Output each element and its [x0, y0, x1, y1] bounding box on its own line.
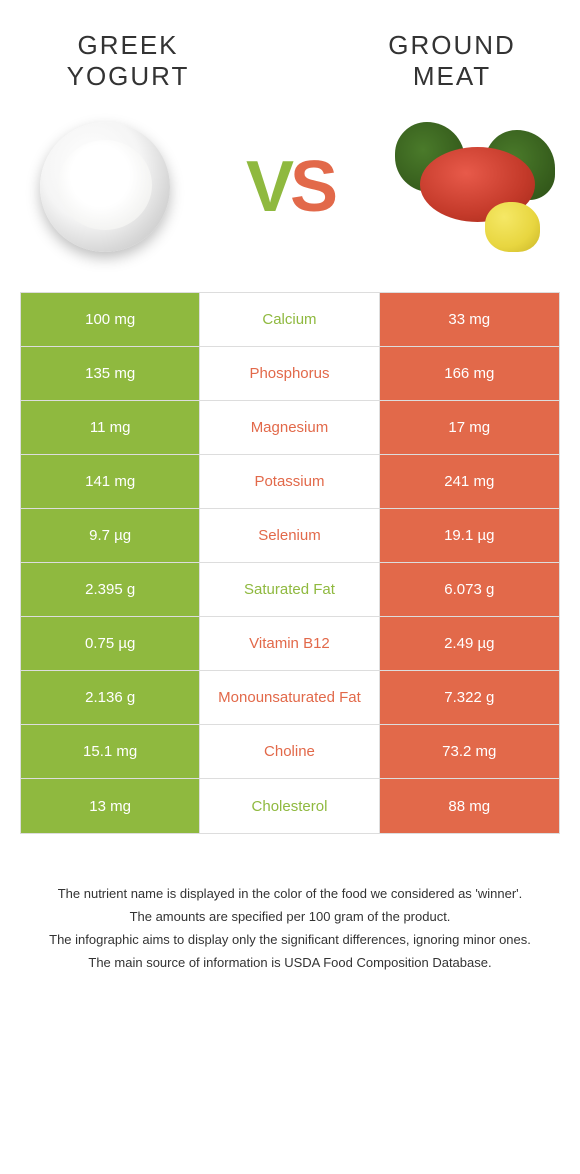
nutrient-name-cell: Saturated Fat — [200, 563, 379, 616]
right-food-title: GROUND MEAT — [344, 30, 560, 92]
right-value-cell: 241 mg — [380, 455, 559, 508]
left-value-cell: 9.7 µg — [21, 509, 200, 562]
left-value-cell: 141 mg — [21, 455, 200, 508]
nutrient-name-cell: Choline — [200, 725, 379, 778]
footnotes: The nutrient name is displayed in the co… — [20, 884, 560, 973]
right-value-cell: 17 mg — [380, 401, 559, 454]
table-row: 2.395 gSaturated Fat6.073 g — [21, 563, 559, 617]
right-value-cell: 33 mg — [380, 293, 559, 346]
right-value-cell: 2.49 µg — [380, 617, 559, 670]
nutrient-name-cell: Potassium — [200, 455, 379, 508]
vs-s: S — [290, 147, 334, 227]
table-row: 100 mgCalcium33 mg — [21, 293, 559, 347]
right-title-line2: MEAT — [413, 61, 491, 91]
right-value-cell: 7.322 g — [380, 671, 559, 724]
table-row: 141 mgPotassium241 mg — [21, 455, 559, 509]
titles-row: GREEK YOGURT GROUND MEAT — [20, 30, 560, 92]
left-value-cell: 100 mg — [21, 293, 200, 346]
left-value-cell: 135 mg — [21, 347, 200, 400]
yogurt-icon — [40, 122, 170, 252]
foods-row: VS — [20, 112, 560, 262]
left-value-cell: 2.395 g — [21, 563, 200, 616]
left-value-cell: 15.1 mg — [21, 725, 200, 778]
right-value-cell: 19.1 µg — [380, 509, 559, 562]
right-title-line1: GROUND — [388, 30, 516, 60]
left-value-cell: 11 mg — [21, 401, 200, 454]
left-title-line1: GREEK — [77, 30, 178, 60]
vs-v: V — [246, 147, 290, 227]
nutrient-name-cell: Cholesterol — [200, 779, 379, 833]
nutrient-name-cell: Monounsaturated Fat — [200, 671, 379, 724]
nutrient-table: 100 mgCalcium33 mg135 mgPhosphorus166 mg… — [20, 292, 560, 834]
right-value-cell: 6.073 g — [380, 563, 559, 616]
nutrient-name-cell: Phosphorus — [200, 347, 379, 400]
right-food-image — [400, 112, 550, 262]
infographic-container: GREEK YOGURT GROUND MEAT VS 100 mgCalciu… — [0, 0, 580, 1006]
vs-label: VS — [246, 146, 334, 228]
table-row: 13 mgCholesterol88 mg — [21, 779, 559, 833]
left-title-line2: YOGURT — [67, 61, 190, 91]
right-value-cell: 88 mg — [380, 779, 559, 833]
right-value-cell: 166 mg — [380, 347, 559, 400]
table-row: 9.7 µgSelenium19.1 µg — [21, 509, 559, 563]
table-row: 2.136 gMonounsaturated Fat7.322 g — [21, 671, 559, 725]
right-value-cell: 73.2 mg — [380, 725, 559, 778]
nutrient-name-cell: Selenium — [200, 509, 379, 562]
table-row: 0.75 µgVitamin B122.49 µg — [21, 617, 559, 671]
left-food-title: GREEK YOGURT — [20, 30, 236, 92]
left-food-image — [30, 112, 180, 262]
footnote-line: The main source of information is USDA F… — [30, 953, 550, 974]
table-row: 15.1 mgCholine73.2 mg — [21, 725, 559, 779]
nutrient-name-cell: Magnesium — [200, 401, 379, 454]
left-value-cell: 2.136 g — [21, 671, 200, 724]
table-row: 11 mgMagnesium17 mg — [21, 401, 559, 455]
footnote-line: The nutrient name is displayed in the co… — [30, 884, 550, 905]
nutrient-name-cell: Vitamin B12 — [200, 617, 379, 670]
nutrient-name-cell: Calcium — [200, 293, 379, 346]
footnote-line: The infographic aims to display only the… — [30, 930, 550, 951]
table-row: 135 mgPhosphorus166 mg — [21, 347, 559, 401]
meat-icon — [400, 122, 550, 252]
footnote-line: The amounts are specified per 100 gram o… — [30, 907, 550, 928]
left-value-cell: 0.75 µg — [21, 617, 200, 670]
left-value-cell: 13 mg — [21, 779, 200, 833]
